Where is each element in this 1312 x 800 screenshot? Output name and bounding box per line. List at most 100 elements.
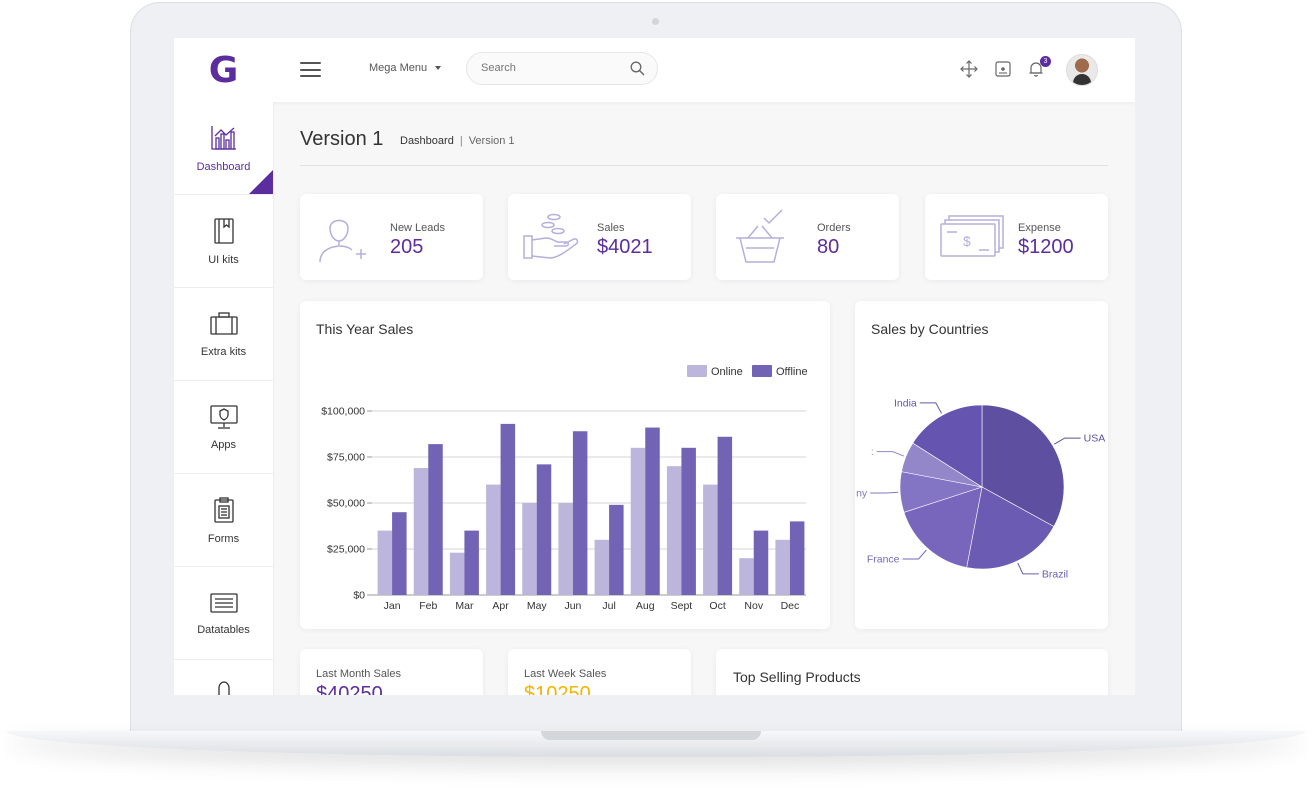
hand-coins-icon (523, 213, 579, 259)
user-avatar[interactable] (1066, 54, 1098, 86)
monitor-icon (209, 404, 238, 429)
y-tick-label: $50,000 (327, 498, 365, 510)
chart-title: This Year Sales (316, 321, 414, 337)
bar-online (377, 530, 393, 595)
legend-label: Offline (776, 366, 808, 378)
legend-label: Online (711, 366, 743, 378)
svg-text:$: $ (963, 233, 971, 249)
bar-chart: $0 $25,000 $50,000 $75,000 $100,000 Jan Feb Mar… (321, 365, 808, 612)
bar-offline (536, 464, 552, 595)
last-week-value: $10250 (524, 683, 591, 695)
sidebar-item-forms[interactable]: Forms (174, 474, 273, 567)
bar-online (522, 503, 537, 595)
sidebar-item-label: Dashboard (196, 160, 251, 173)
bar-offline (645, 427, 660, 595)
last-month-label: Last Month Sales (316, 668, 401, 680)
x-tick-label: Feb (419, 600, 437, 612)
y-tick-label: $0 (353, 590, 365, 602)
stat-card-orders[interactable]: Orders 80 (716, 194, 899, 280)
notification-badge: 3 (1040, 56, 1051, 67)
divider (300, 165, 1108, 166)
breadcrumb-home[interactable]: Dashboard (400, 135, 454, 147)
top-bar: G Mega Menu 3 (174, 38, 1135, 102)
bar-offline (717, 436, 733, 595)
bar-offline (572, 431, 588, 595)
stat-card-new-leads[interactable]: New Leads 205 (300, 194, 483, 280)
bar-online (739, 558, 754, 595)
x-tick-label: Jul (602, 600, 615, 612)
mega-menu-label: Mega Menu (369, 62, 428, 74)
hamburger-menu-icon[interactable] (300, 62, 321, 77)
search-input[interactable] (479, 61, 623, 75)
breadcrumb: Dashboard | Version 1 (400, 135, 515, 147)
sidebar-item-label: Extra kits (200, 345, 247, 358)
bar-chart-icon (210, 125, 236, 150)
last-month-sales-card: Last Month Sales $40250 (300, 649, 483, 695)
sidebar-item-label: Apps (210, 438, 237, 451)
bar-offline (753, 530, 769, 595)
pie-callout-line (1017, 562, 1039, 575)
x-tick-label: Sept (671, 600, 693, 612)
sidebar-item-apps[interactable]: Apps (174, 381, 273, 474)
camera-dot (652, 18, 659, 25)
bar-online (775, 539, 790, 595)
brand-logo[interactable]: G (174, 38, 273, 102)
stat-label: Orders (817, 222, 851, 234)
stat-label: Expense (1018, 222, 1061, 234)
pie-label: Brazil (1042, 568, 1068, 580)
sidebar-item-extra-kits[interactable]: Extra kits (174, 288, 273, 381)
x-tick-label: Jan (384, 600, 401, 612)
stat-card-sales[interactable]: Sales $4021 (508, 194, 691, 280)
bell-icon[interactable] (1027, 60, 1045, 78)
y-tick-label: $75,000 (327, 452, 365, 464)
bar-offline (789, 521, 805, 595)
pie-callout-line (1054, 437, 1081, 445)
top-selling-products-card: Top Selling Products (716, 649, 1108, 695)
fullscreen-icon[interactable] (960, 60, 978, 78)
pie-callout-line (919, 402, 942, 414)
pie-callout-line (902, 549, 927, 560)
pie-slice (981, 404, 1065, 527)
dice-icon[interactable] (994, 60, 1012, 78)
this-year-sales-card: This Year Sales $0 $25,000 $50,000 $75,000 $… (300, 301, 830, 629)
x-tick-label: Jun (564, 600, 581, 612)
sidebar-item-label: Datatables (197, 623, 250, 636)
sales-by-countries-card: Sales by Countries USA Brazil France ny: Ind… (855, 301, 1108, 629)
chart-title: Sales by Countries (871, 321, 989, 337)
stat-card-expense[interactable]: $ Expense $1200 (925, 194, 1108, 280)
sidebar: Dashboard UI kits Extra kits Apps Forms … (174, 102, 274, 695)
app-screen: G Mega Menu 3 Dashboard UI kits Extra ki… (174, 38, 1135, 695)
sidebar-item-ui-kits[interactable]: UI kits (174, 195, 273, 288)
sidebar-item-partial[interactable] (174, 660, 273, 695)
user-plus-icon (319, 219, 366, 263)
table-icon (209, 592, 238, 613)
bar-offline (500, 423, 516, 595)
stat-value: 80 (817, 236, 840, 258)
legend-swatch (687, 365, 707, 377)
logo-letter: G (208, 49, 239, 91)
bar-online (630, 447, 646, 595)
sidebar-item-dashboard[interactable]: Dashboard (174, 102, 273, 195)
search-box[interactable] (466, 52, 658, 85)
laptop-notch (541, 731, 761, 740)
bar-online (703, 484, 718, 595)
pie-callout-line (876, 451, 905, 457)
bar-online (486, 484, 501, 595)
clipboard-icon (213, 496, 234, 523)
y-tick-label: $100,000 (321, 406, 365, 418)
basket-icon (736, 209, 784, 263)
stat-label: Sales (597, 222, 625, 234)
active-corner-marker (249, 170, 273, 194)
last-week-label: Last Week Sales (524, 668, 607, 680)
bar-online (413, 468, 429, 595)
x-tick-label: Aug (636, 600, 655, 612)
pie-slice (903, 486, 983, 568)
money-icon: $ (940, 215, 1004, 257)
bar-online (449, 552, 465, 595)
pie-label: ny (856, 488, 868, 500)
sidebar-item-datatables[interactable]: Datatables (174, 567, 273, 660)
bar-offline (609, 504, 624, 595)
pie-slice (966, 486, 1055, 570)
mega-menu-dropdown[interactable]: Mega Menu (369, 62, 442, 74)
search-icon[interactable] (630, 61, 645, 76)
